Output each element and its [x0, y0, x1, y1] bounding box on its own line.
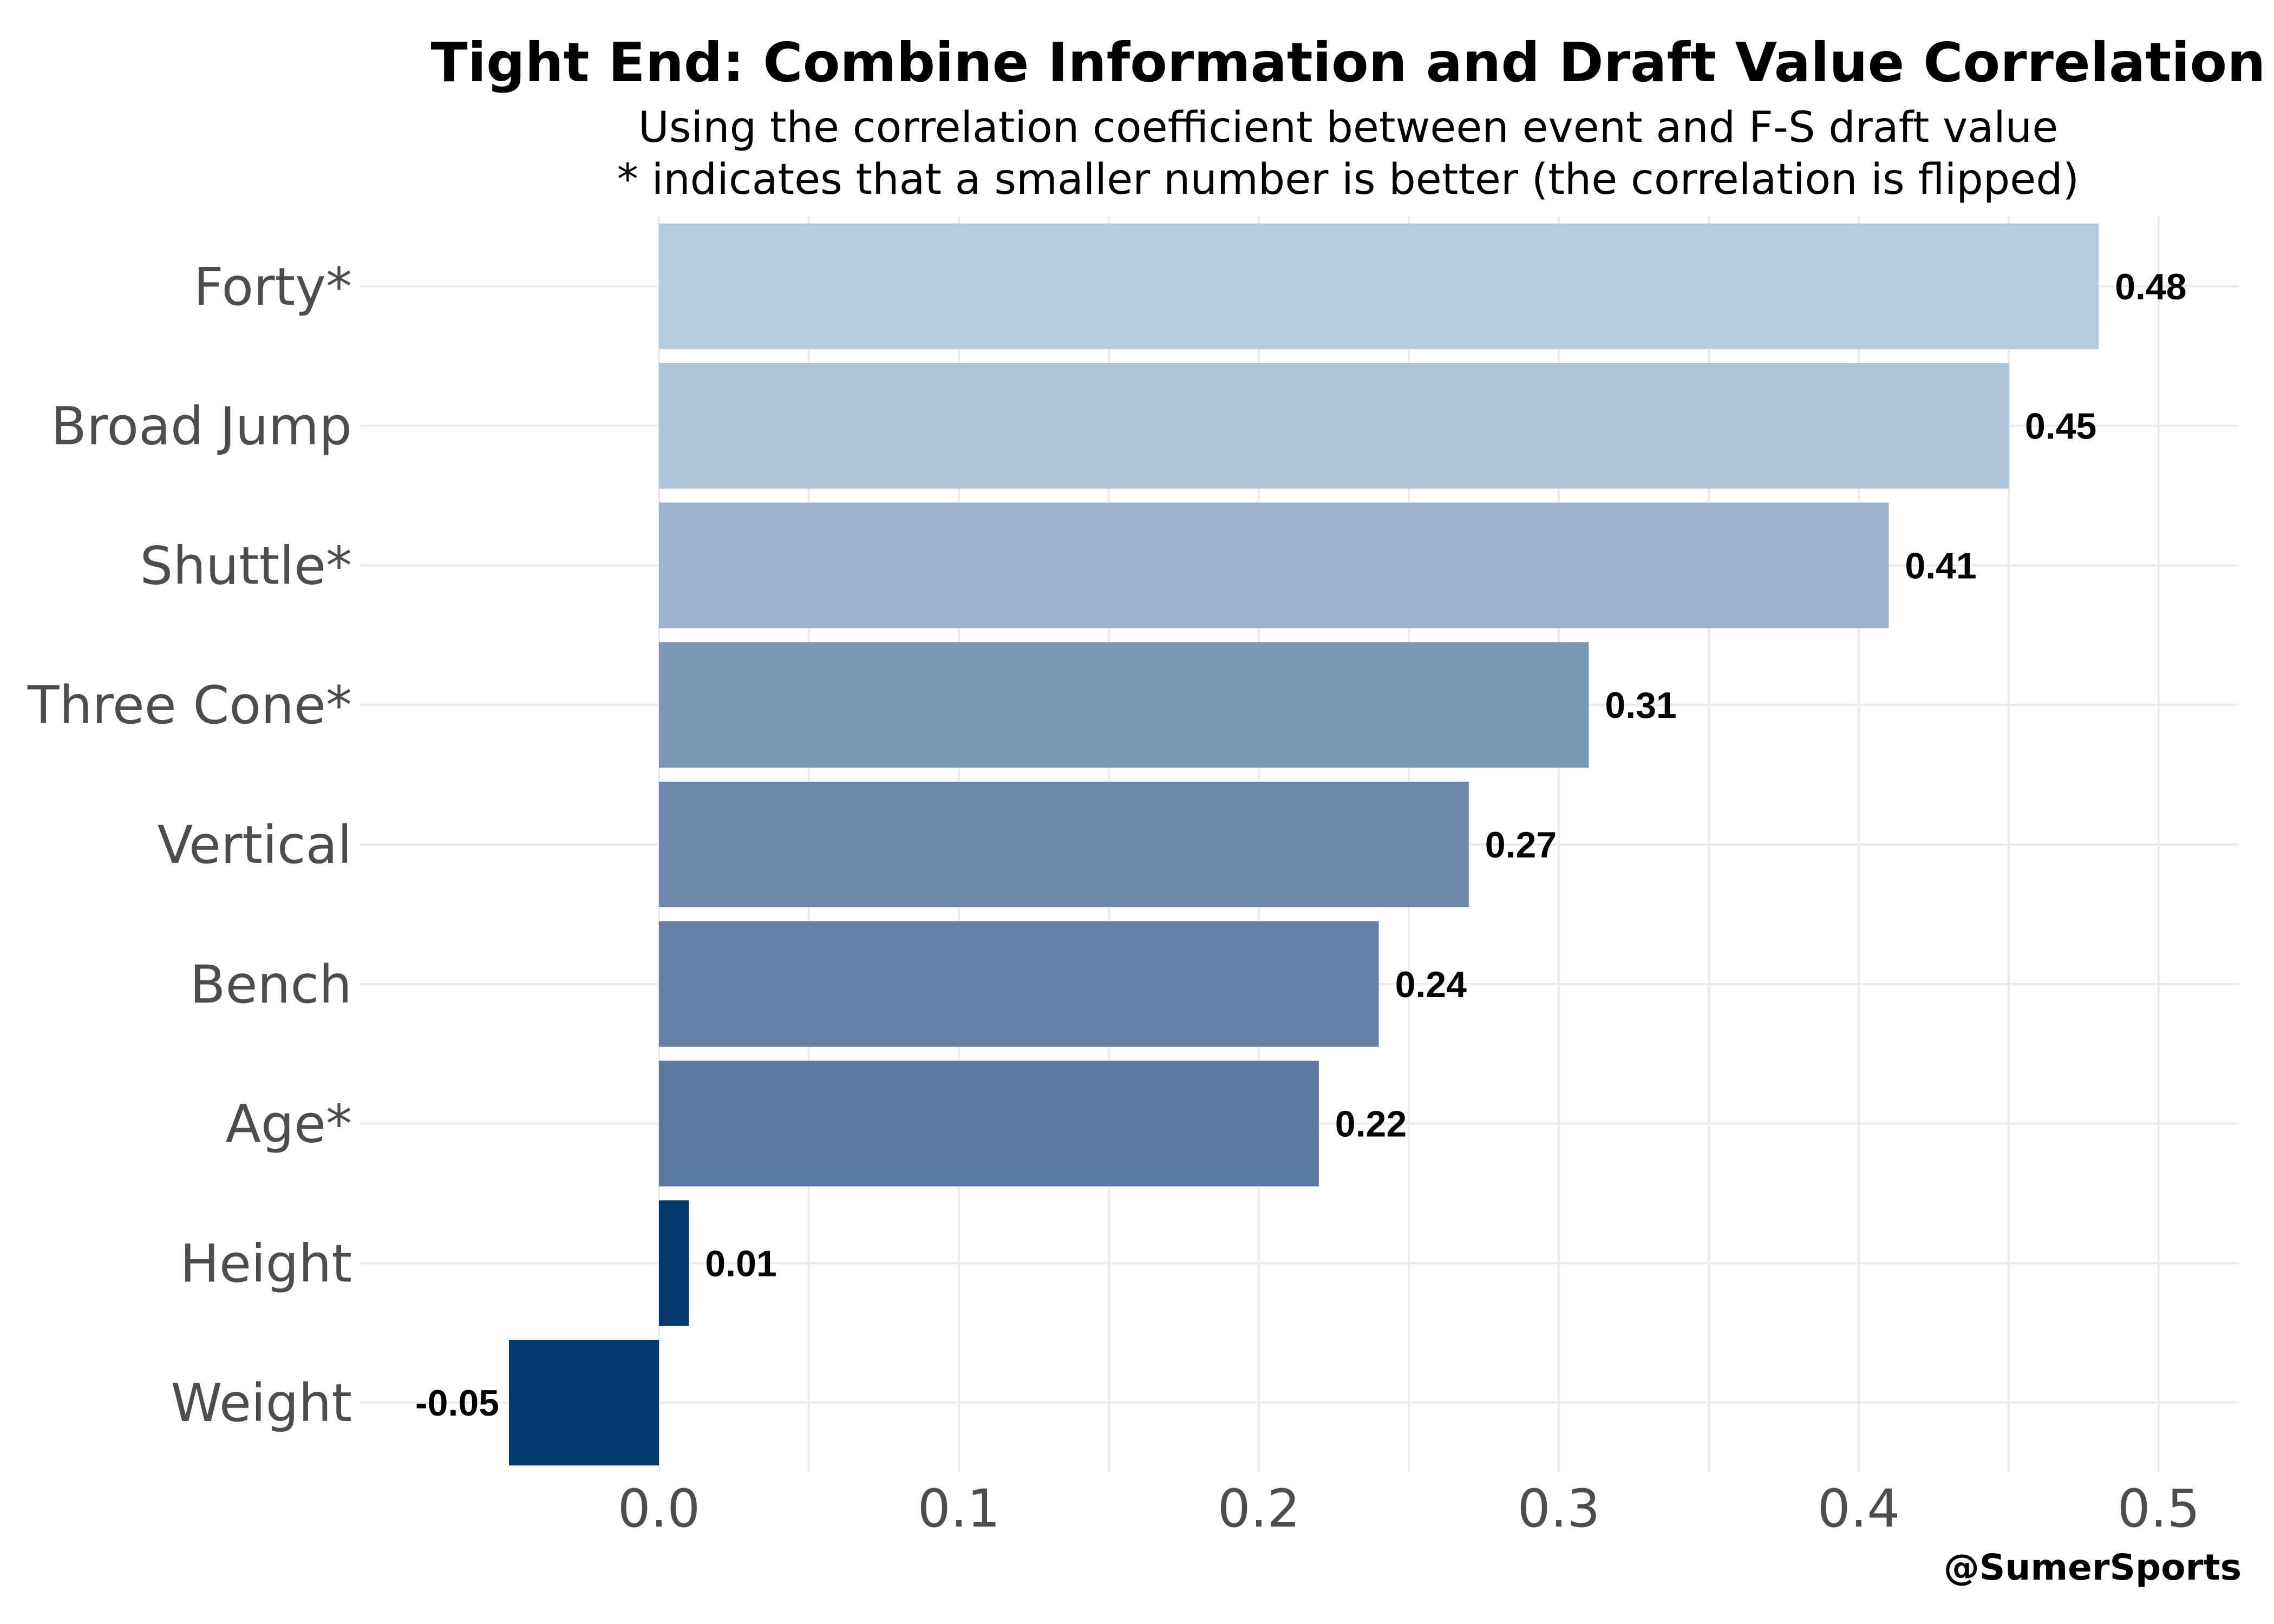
category-label: Forty* — [194, 257, 352, 317]
x-tick-label: 0.4 — [1818, 1478, 1900, 1539]
value-label: 0.45 — [2025, 406, 2096, 447]
category-label: Age* — [225, 1094, 352, 1155]
bar-forty — [659, 223, 2099, 349]
value-label: 0.27 — [1485, 824, 1557, 866]
bars-layer — [509, 223, 2099, 1466]
bar-weight — [509, 1340, 659, 1466]
value-label: 0.01 — [705, 1243, 776, 1284]
category-label: Broad Jump — [51, 396, 352, 457]
x-tick-label: 0.2 — [1218, 1478, 1301, 1539]
category-label: Bench — [190, 954, 352, 1015]
x-tick-label: 0.0 — [618, 1478, 701, 1539]
value-label: 0.48 — [2115, 266, 2186, 307]
value-label: 0.24 — [1395, 964, 1467, 1005]
bar-age — [659, 1060, 1319, 1187]
x-tick-label: 0.1 — [918, 1478, 1001, 1539]
value-label: 0.22 — [1335, 1104, 1407, 1145]
chart-subtitle-line-2: * indicates that a smaller number is bet… — [617, 155, 2079, 204]
value-label: 0.31 — [1605, 685, 1676, 726]
bar-bench — [659, 921, 1379, 1047]
value-label: -0.05 — [415, 1383, 499, 1424]
category-label: Shuttle* — [140, 535, 352, 596]
x-tick-label: 0.3 — [1518, 1478, 1600, 1539]
credit-caption: @SumerSports — [1944, 1547, 2242, 1588]
bar-shuttle — [659, 502, 1889, 628]
chart-subtitle-line-1: Using the correlation coefficient betwee… — [638, 103, 2058, 152]
category-label: Weight — [171, 1373, 352, 1433]
category-label: Height — [180, 1233, 352, 1294]
bar-three-cone — [659, 642, 1589, 768]
axis-layer: Forty* Broad Jump Shuttle* Three Cone* Verti… — [27, 257, 2200, 1539]
category-label: Three Cone* — [27, 675, 352, 736]
labels-layer: 0.48 0.45 0.41 0.31 0.27 0.24 0.22 0.01 -0.05 — [415, 266, 2187, 1424]
chart-title: Tight End: Combine Information and Draft… — [431, 31, 2266, 94]
bar-broad-jump — [659, 363, 2009, 489]
x-tick-label: 0.5 — [2118, 1478, 2200, 1539]
bar-height — [659, 1200, 689, 1326]
bar-vertical — [659, 782, 1469, 907]
value-label: 0.41 — [1905, 545, 1976, 586]
category-label: Vertical — [158, 815, 352, 875]
